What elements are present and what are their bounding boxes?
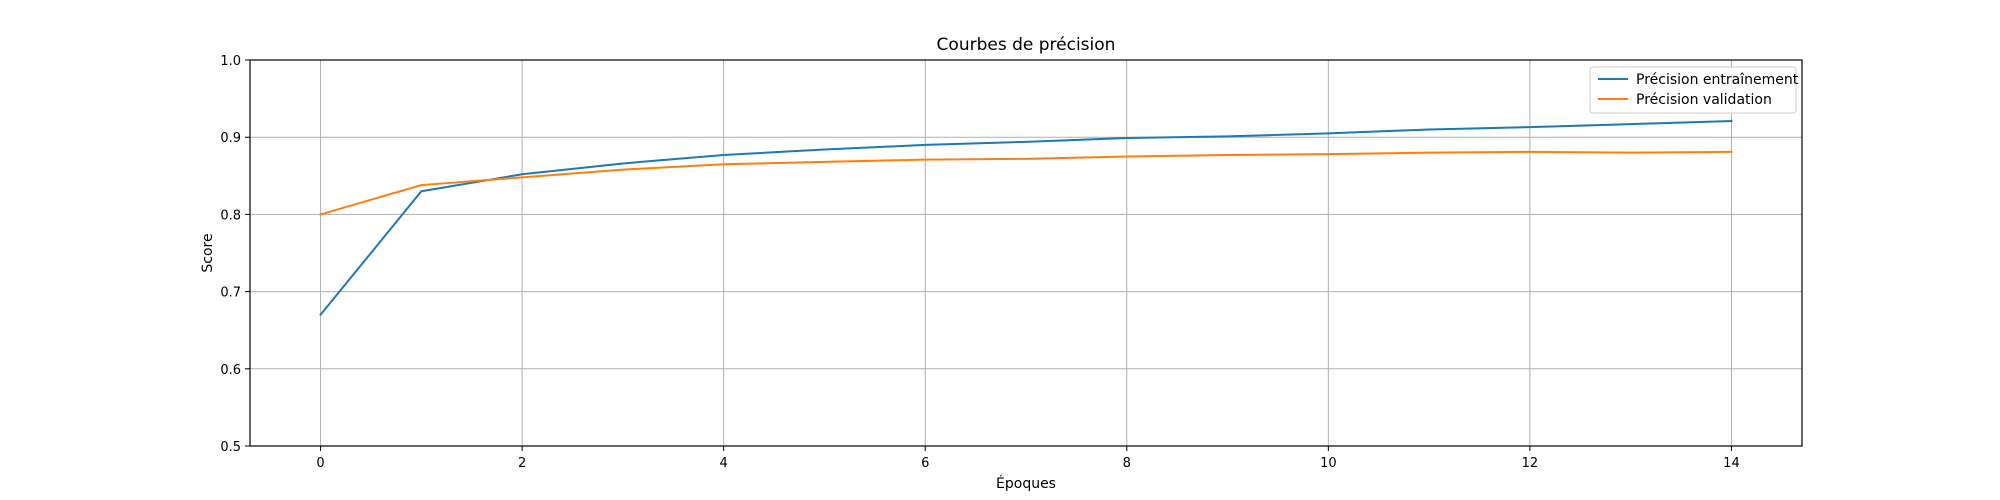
legend-label-train: Précision entraînement xyxy=(1636,72,1799,88)
x-tick-label: 0 xyxy=(316,456,324,471)
x-axis-label: Époques xyxy=(996,475,1056,492)
x-tick-label: 14 xyxy=(1723,456,1740,471)
y-tick-label: 0.5 xyxy=(220,440,241,455)
legend-label-validation: Précision validation xyxy=(1636,92,1772,108)
legend-box xyxy=(1589,66,1797,114)
validation-accuracy-line xyxy=(319,150,1733,216)
y-tick-label: 0.8 xyxy=(220,208,241,223)
x-tick-label: 12 xyxy=(1522,456,1539,471)
x-tick-label: 10 xyxy=(1320,456,1337,471)
chart-title: Courbes de précision xyxy=(937,35,1116,55)
y-tick-label: 0.6 xyxy=(220,363,241,378)
legend: Précision entraînement Précision validat… xyxy=(1589,66,1799,114)
y-axis-label: Score xyxy=(200,233,216,272)
y-tick-label: 0.7 xyxy=(220,286,241,301)
x-tick-label: 8 xyxy=(1123,456,1131,471)
axis-ticks: 0 2 4 6 8 10 12 14 0.5 0.6 0.7 0.8 0.9 1.0 xyxy=(220,54,1739,471)
grid xyxy=(250,59,1802,447)
train-accuracy-line xyxy=(319,119,1733,317)
plot-frame xyxy=(249,59,1803,447)
y-tick-label: 1.0 xyxy=(220,54,241,69)
y-tick-label: 0.9 xyxy=(220,131,241,146)
x-tick-label: 6 xyxy=(921,456,929,471)
x-tick-label: 2 xyxy=(518,456,526,471)
series-lines xyxy=(319,119,1733,317)
x-tick-label: 4 xyxy=(720,456,728,471)
